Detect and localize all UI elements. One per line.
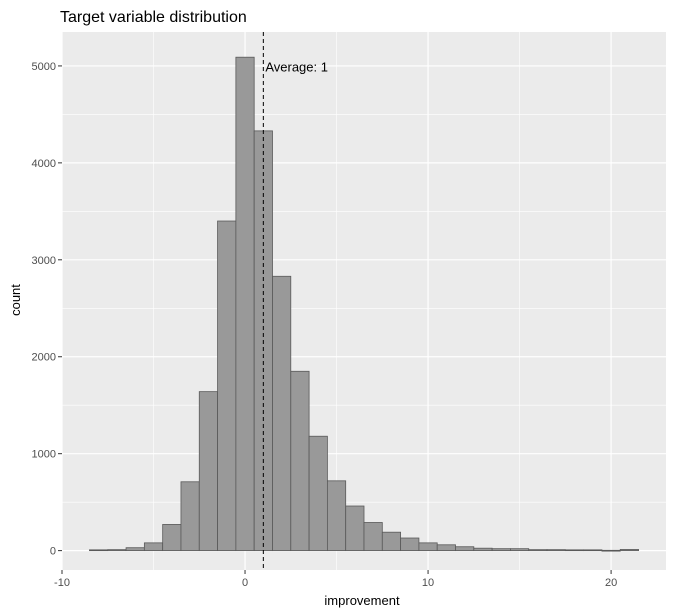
- x-axis-ticks: -10 0 10 20: [54, 570, 617, 589]
- histogram-bar: [345, 505, 365, 552]
- histogram-bar: [583, 549, 603, 552]
- x-axis-title: improvement: [324, 593, 400, 608]
- histogram-bar: [198, 391, 218, 552]
- histogram-bar: [510, 548, 530, 552]
- histogram-bar: [528, 549, 548, 552]
- histogram-bar: [290, 370, 310, 552]
- y-tick-label: 2000: [32, 352, 56, 364]
- histogram-bar: [89, 549, 109, 552]
- y-tick-label: 5000: [32, 61, 56, 73]
- y-axis-title: count: [8, 284, 23, 316]
- y-tick-label: 4000: [32, 158, 56, 170]
- histogram-bar: [272, 275, 292, 552]
- y-tick-label: 0: [50, 546, 56, 558]
- histogram-bar: [601, 549, 621, 552]
- histogram-bars: [89, 56, 639, 552]
- histogram-bar: [400, 537, 420, 552]
- histogram-bar: [491, 548, 511, 552]
- histogram-bar: [107, 549, 127, 552]
- histogram-bar: [217, 220, 237, 552]
- histogram-bar: [564, 549, 585, 552]
- histogram-bar: [363, 522, 383, 552]
- histogram-bar: [180, 481, 200, 552]
- histogram-bar: [162, 524, 182, 552]
- average-label: Average: 1: [265, 60, 328, 75]
- x-tick-label: 0: [242, 577, 248, 589]
- histogram-bar: [125, 547, 145, 552]
- histogram-bar: [546, 549, 566, 552]
- y-axis-ticks: 0 1000 2000 3000 4000 5000: [32, 61, 62, 558]
- histogram-bar: [436, 544, 456, 552]
- histogram-bar: [143, 542, 164, 552]
- y-tick-label: 3000: [32, 255, 56, 267]
- histogram-bar: [473, 547, 493, 552]
- y-tick-label: 1000: [32, 449, 56, 461]
- grid-minor: [62, 32, 666, 570]
- chart-title: Target variable distribution: [60, 9, 247, 26]
- plot-panel: [62, 32, 666, 570]
- x-tick-label: 10: [422, 577, 434, 589]
- histogram-bar: [381, 531, 402, 552]
- histogram-bar: [418, 542, 438, 552]
- x-tick-label: 20: [605, 577, 617, 589]
- histogram-bar: [619, 549, 639, 552]
- histogram-bar: [326, 480, 347, 552]
- x-tick-label: -10: [54, 577, 70, 589]
- histogram-bar: [235, 56, 255, 552]
- histogram-bar: [308, 435, 328, 552]
- histogram-bar: [455, 546, 475, 552]
